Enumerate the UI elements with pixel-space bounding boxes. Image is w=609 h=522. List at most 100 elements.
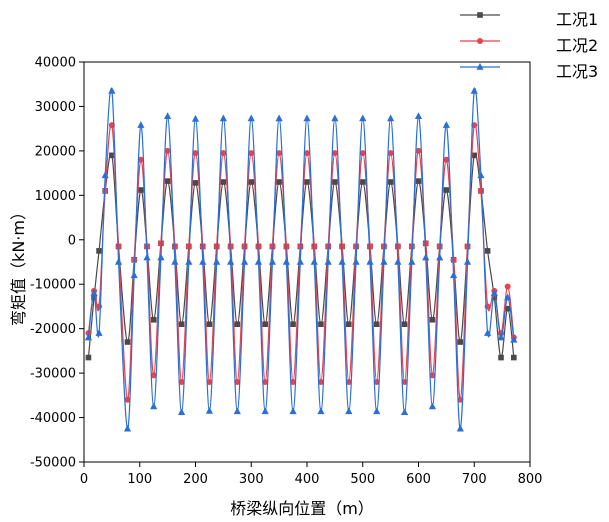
series-3-point <box>143 253 151 261</box>
chart-legend: 工况1 工况2 工况3 <box>460 4 609 82</box>
series-3-point <box>510 335 518 343</box>
y-tick-label: 30000 <box>35 100 76 115</box>
series-1-point <box>504 305 511 312</box>
series-3-point <box>450 271 458 279</box>
series-1-point <box>290 321 296 328</box>
legend-item: 工况2 <box>460 30 609 56</box>
series-2-point <box>504 283 511 290</box>
legend-swatch <box>460 63 500 70</box>
y-tick-label: -30000 <box>30 367 76 382</box>
series-2-point <box>227 243 234 250</box>
series-1-point <box>138 187 144 193</box>
series-2-point <box>422 240 429 247</box>
x-tick-label: 300 <box>239 472 264 487</box>
series-2-point <box>199 243 206 250</box>
series-2-point <box>331 150 338 157</box>
series-1-point <box>511 354 517 361</box>
series-2-point <box>164 147 171 154</box>
series-2-point <box>380 243 387 250</box>
series-1-point <box>443 187 450 193</box>
series-2-point <box>269 243 276 250</box>
series-2-point <box>387 150 394 157</box>
series-3-point <box>240 258 249 265</box>
series-1-point <box>401 321 408 328</box>
series-layer <box>84 86 518 432</box>
legend-swatch <box>460 38 500 44</box>
series-1-point <box>276 179 282 185</box>
series-2-point <box>297 243 304 250</box>
series-1-point <box>96 248 102 254</box>
series-3-point <box>428 402 437 410</box>
series-1-point <box>471 152 478 159</box>
legend-label: 工况3 <box>556 62 599 81</box>
series-2-point <box>477 187 484 194</box>
series-2-point <box>276 150 283 157</box>
series-1-point <box>484 248 491 254</box>
series-2-point <box>415 147 422 154</box>
series-2-point <box>157 240 164 247</box>
y-tick-label: 10000 <box>35 189 76 204</box>
series-1-point <box>85 354 92 361</box>
series-3-point <box>296 258 304 265</box>
series-2-point <box>102 187 109 194</box>
series-3-point <box>345 407 353 415</box>
series-3-point <box>101 171 109 179</box>
series-2-point <box>339 243 346 250</box>
series-1-point <box>109 152 115 159</box>
series-2-point <box>213 243 220 250</box>
series-3-point <box>261 407 269 415</box>
series-1-point <box>206 321 213 328</box>
series-1-point <box>164 178 171 184</box>
series-3-point <box>247 114 255 122</box>
series-2-point <box>185 243 192 250</box>
series-3-point <box>380 258 388 265</box>
legend-marker <box>476 63 484 70</box>
series-2-point <box>192 150 199 157</box>
series-3-point <box>338 258 346 265</box>
series-2-point <box>290 379 297 385</box>
legend-swatch <box>460 12 500 18</box>
legend-label: 工况1 <box>556 10 599 29</box>
series-2-point <box>150 372 157 379</box>
series-2-point <box>401 379 408 385</box>
series-1-point <box>220 179 227 185</box>
series-1-point <box>346 321 352 328</box>
series-2-point <box>137 156 144 163</box>
series-3-point <box>171 258 179 265</box>
legend-item: 工况1 <box>460 4 609 30</box>
series-3-point <box>436 253 444 261</box>
series-1-point <box>415 178 422 184</box>
series-1-point <box>373 321 380 328</box>
series-1-point <box>387 179 394 185</box>
series-3-point <box>504 293 512 301</box>
x-tick-label: 0 <box>80 472 88 487</box>
series-3 <box>84 86 518 432</box>
y-axis-title: 弯矩值（kN·m） <box>9 204 28 326</box>
series-1-point <box>332 179 338 185</box>
series-3-point <box>157 253 165 261</box>
series-2-point <box>96 303 103 310</box>
x-tick-label: 100 <box>127 472 152 487</box>
series-2-point <box>345 379 352 385</box>
x-tick-label: 500 <box>350 472 375 487</box>
series-3-point <box>359 114 367 122</box>
series-3-point <box>442 121 450 128</box>
series-3-point <box>400 408 409 416</box>
legend-item: 工况3 <box>460 56 609 82</box>
series-3-point <box>387 114 395 122</box>
legend-marker <box>477 12 483 18</box>
series-1-point <box>457 339 464 345</box>
series-1-point <box>318 321 324 328</box>
series-1-point <box>178 321 185 328</box>
series-1-point <box>359 179 366 185</box>
series-3-point <box>213 258 221 265</box>
series-3-point <box>484 329 492 336</box>
series-3-point <box>289 407 297 415</box>
x-tick-label: 700 <box>462 472 487 487</box>
series-3-point <box>352 258 360 265</box>
series-2-point <box>408 243 415 250</box>
series-1-point <box>124 339 131 345</box>
series-1-point <box>192 180 199 186</box>
series-2-point <box>178 379 185 385</box>
series-2-point <box>241 243 248 250</box>
